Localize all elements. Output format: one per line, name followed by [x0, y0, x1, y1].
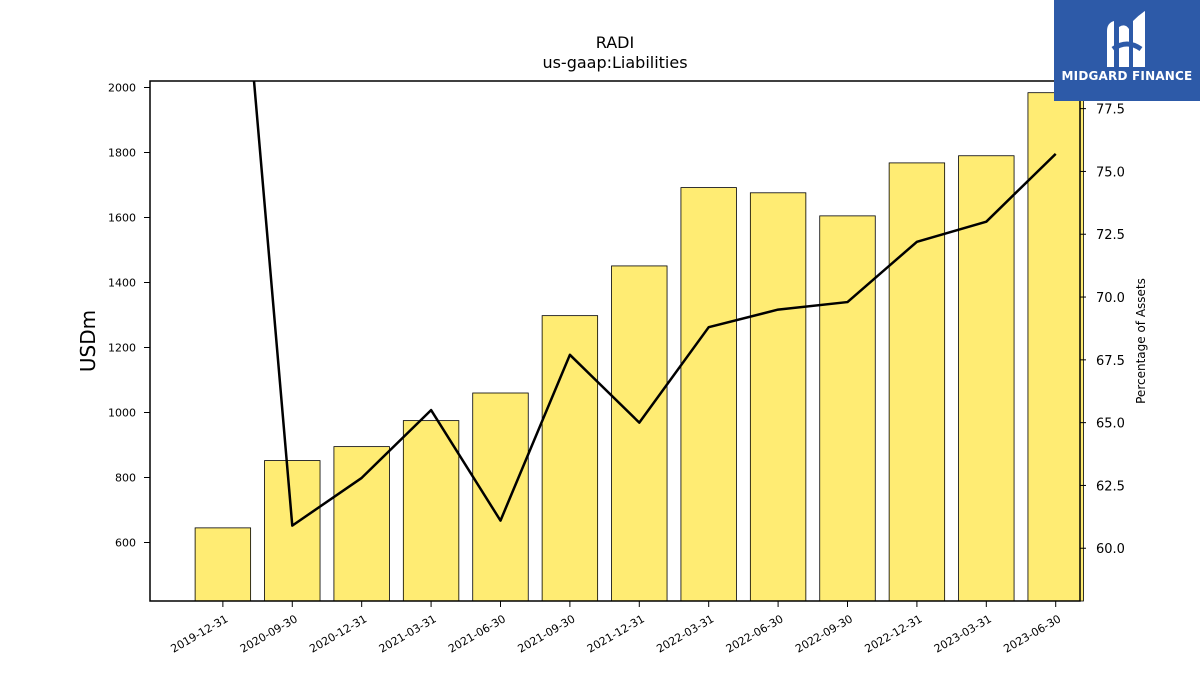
bar-2020-12-31 — [333, 446, 390, 602]
y-tick-label: 1000 — [108, 407, 136, 420]
x-tick-label: 2021-12-31 — [585, 612, 647, 655]
chart-subtitle: us-gaap:Liabilities — [542, 53, 687, 72]
y2-tick-label: 70.0 — [1096, 291, 1125, 306]
y-tick-label: 1800 — [108, 147, 136, 160]
y2-axis-label: Percentage of Assets — [1134, 278, 1148, 404]
x-tick-label: 2021-03-31 — [377, 612, 439, 655]
midgard-finance-logo: MIDGARD FINANCE — [1054, 0, 1200, 101]
bar-2020-09-30 — [264, 460, 321, 602]
bar-2019-12-31 — [194, 527, 252, 602]
bar-2021-12-31 — [611, 265, 668, 602]
x-tick-label: 2019-12-31 — [169, 612, 231, 655]
chart-title: RADI — [596, 33, 634, 52]
bar-2022-03-31 — [680, 187, 737, 602]
x-tick-label: 2021-06-30 — [446, 612, 508, 655]
y-tick-label: 800 — [115, 472, 136, 485]
x-tick-label: 2022-09-30 — [793, 612, 855, 655]
y2-tick-label: 60.0 — [1096, 542, 1125, 557]
logo-text: MIDGARD FINANCE — [1061, 69, 1193, 83]
y2-tick-label: 75.0 — [1096, 165, 1125, 180]
bar-2022-12-31 — [888, 162, 946, 602]
x-tick-label: 2023-06-30 — [1001, 612, 1063, 655]
line-series-percentage — [252, 81, 1057, 527]
y2-tick-label: 72.5 — [1096, 228, 1125, 243]
x-tick-label: 2022-06-30 — [724, 612, 786, 655]
y-tick-label: 1200 — [108, 342, 136, 355]
x-tick-label: 2021-09-30 — [516, 612, 578, 655]
plot-frame — [149, 80, 1081, 602]
y2-tick-label: 67.5 — [1096, 354, 1125, 369]
x-tick-label: 2022-03-31 — [654, 612, 716, 655]
line-group — [252, 81, 1057, 527]
y2-axis: 60.0 62.5 65.0 67.5 70.0 72.5 75.0 77.5 — [1080, 103, 1125, 557]
bar-2021-03-31 — [402, 420, 460, 602]
y2-tick-label: 77.5 — [1096, 103, 1125, 118]
x-tick-label: 2022-12-31 — [863, 612, 925, 655]
bar-2022-09-30 — [819, 215, 876, 602]
x-axis: 2019-12-31 2020-09-30 2020-12-31 2021-03-31… — [169, 601, 1063, 656]
x-tick-label: 2023-03-31 — [932, 612, 994, 655]
y-tick-label: 1400 — [108, 277, 136, 290]
x-tick-label: 2020-12-31 — [307, 612, 369, 655]
y-tick-label: 2000 — [108, 82, 136, 95]
bar-2023-06-30 — [1027, 92, 1084, 602]
y2-tick-label: 65.0 — [1096, 417, 1125, 432]
y-axis-label: USDm — [76, 310, 100, 372]
bar-2022-06-30 — [749, 192, 807, 602]
y-tick-label: 600 — [115, 537, 136, 550]
bar-group — [194, 92, 1084, 602]
y-tick-label: 1600 — [108, 212, 136, 225]
bar-2021-06-30 — [472, 392, 529, 602]
x-tick-label: 2020-09-30 — [238, 612, 300, 655]
logo-mark-icon — [1107, 11, 1145, 67]
bar-2023-03-31 — [958, 155, 1015, 602]
y2-tick-label: 62.5 — [1096, 479, 1125, 494]
y-axis: 600 800 1000 1200 1400 1600 1800 2000 — [108, 82, 150, 550]
bar-2021-09-30 — [541, 315, 599, 602]
